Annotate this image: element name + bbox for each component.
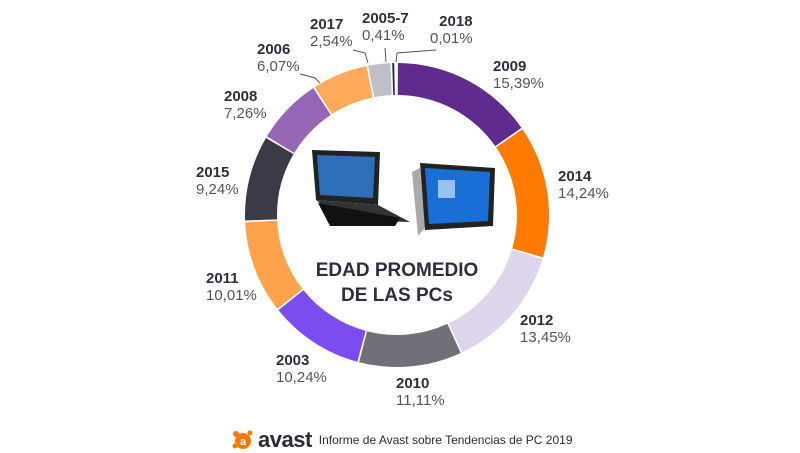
slice-2008 [266,88,331,153]
chart-title: EDAD PROMEDIO DE LAS PCs [297,258,497,308]
label-2006: 2006 6,07% [257,41,300,75]
label-2003: 2003 10,24% [276,352,327,386]
label-2010: 2010 11,11% [396,375,445,409]
footer: a avast Informe de Avast sobre Tendencia… [232,427,573,453]
label-2012: 2012 13,45% [520,312,571,346]
slice-2017 [368,63,392,98]
svg-text:a: a [240,436,247,448]
label-2015: 2015 9,24% [196,164,239,198]
avast-logo-icon: a [232,430,253,449]
label-2008: 2008 7,26% [224,88,267,122]
chart-title-line-1: EDAD PROMEDIO [315,260,479,281]
laptops-image [312,150,495,236]
slice-2014 [496,129,549,258]
label-2009: 2009 15,39% [493,58,544,92]
slice-2010 [359,323,461,368]
leader-2006 [299,73,321,84]
slice-2009 [397,63,522,147]
slice-2003 [278,290,366,362]
slice-2012 [448,249,543,353]
footer-text: Informe de Avast sobre Tendencias de PC … [318,433,573,447]
leader-2017 [352,49,369,64]
leader-2005-7 [384,47,387,63]
label-2014: 2014 14,24% [558,168,609,202]
slice-2011 [245,220,303,309]
label-2017: 2017 2,54% [310,16,353,50]
label-2018: 2018 0,01% [430,13,473,47]
slice-2015 [245,137,294,221]
slice-2005-7 [392,63,395,96]
avast-logo: avast [258,427,312,452]
leader-2018 [395,49,437,63]
chart-title-line-2: DE LAS PCs [341,285,453,306]
label-2011: 2011 10,01% [206,270,257,304]
slice-2006 [314,66,373,115]
label-2005-7: 2005-7 0,41% [362,10,409,44]
